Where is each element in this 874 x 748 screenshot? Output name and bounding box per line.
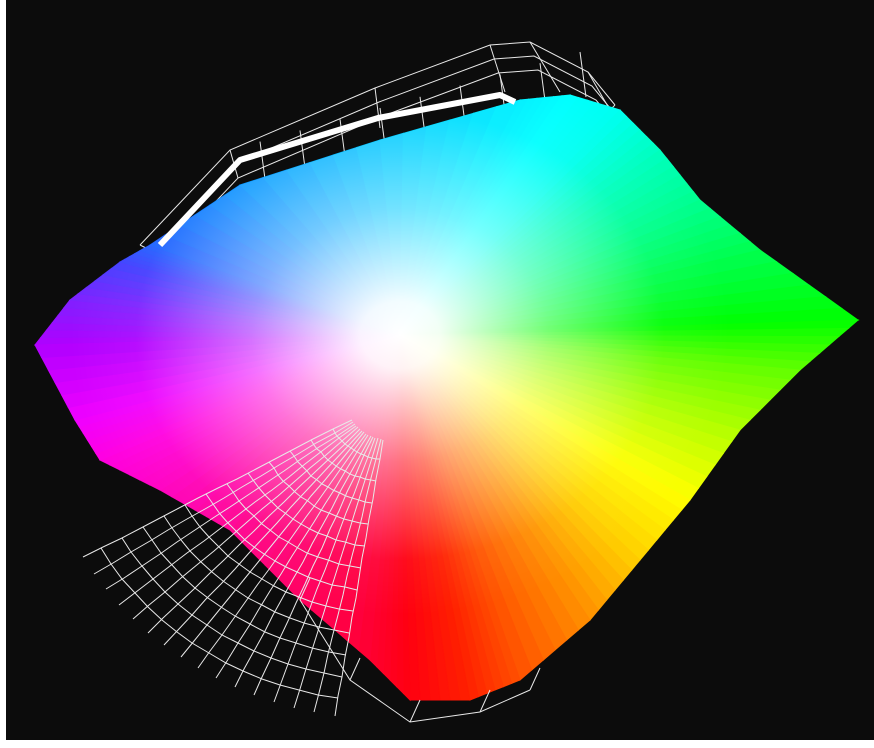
grid-line — [100, 547, 339, 699]
wireframe-bottom — [82, 419, 541, 723]
grid-line — [313, 438, 382, 713]
cage-line — [349, 657, 361, 681]
grid-line — [289, 450, 373, 504]
grid-line — [184, 504, 354, 612]
grid-line — [293, 437, 379, 709]
grid-line — [234, 435, 372, 688]
grid-line — [253, 436, 374, 696]
grid-line — [163, 515, 350, 634]
grid-line — [132, 426, 359, 620]
grid-line — [197, 433, 367, 669]
grid-line — [105, 423, 356, 590]
grid-line — [93, 421, 354, 575]
cage-line — [579, 51, 587, 98]
cage-line — [479, 689, 491, 713]
grid-line — [180, 431, 365, 658]
cage-line — [489, 44, 506, 93]
white-core — [35, 95, 858, 700]
cage-line — [529, 41, 561, 93]
cage-line — [409, 699, 421, 723]
grid-line — [121, 537, 343, 678]
cage-line — [529, 667, 541, 691]
grid-line — [118, 425, 357, 606]
grid-line — [142, 526, 347, 656]
grid-line — [163, 430, 363, 646]
cage-line — [374, 87, 381, 129]
grid-line — [273, 437, 376, 703]
grid-line — [268, 461, 369, 525]
grid-line — [147, 428, 361, 634]
grid-line — [247, 472, 366, 547]
grid-line — [215, 434, 369, 679]
color-surface — [33, 94, 860, 702]
grid-line — [332, 428, 380, 460]
grid-line — [226, 483, 362, 569]
cage-line — [587, 71, 611, 111]
grid-line — [310, 439, 377, 482]
grid-line — [334, 439, 384, 717]
cage-line — [299, 577, 311, 601]
gamut-edge — [157, 92, 517, 248]
grid-line — [82, 419, 353, 558]
grid-line — [205, 493, 358, 591]
